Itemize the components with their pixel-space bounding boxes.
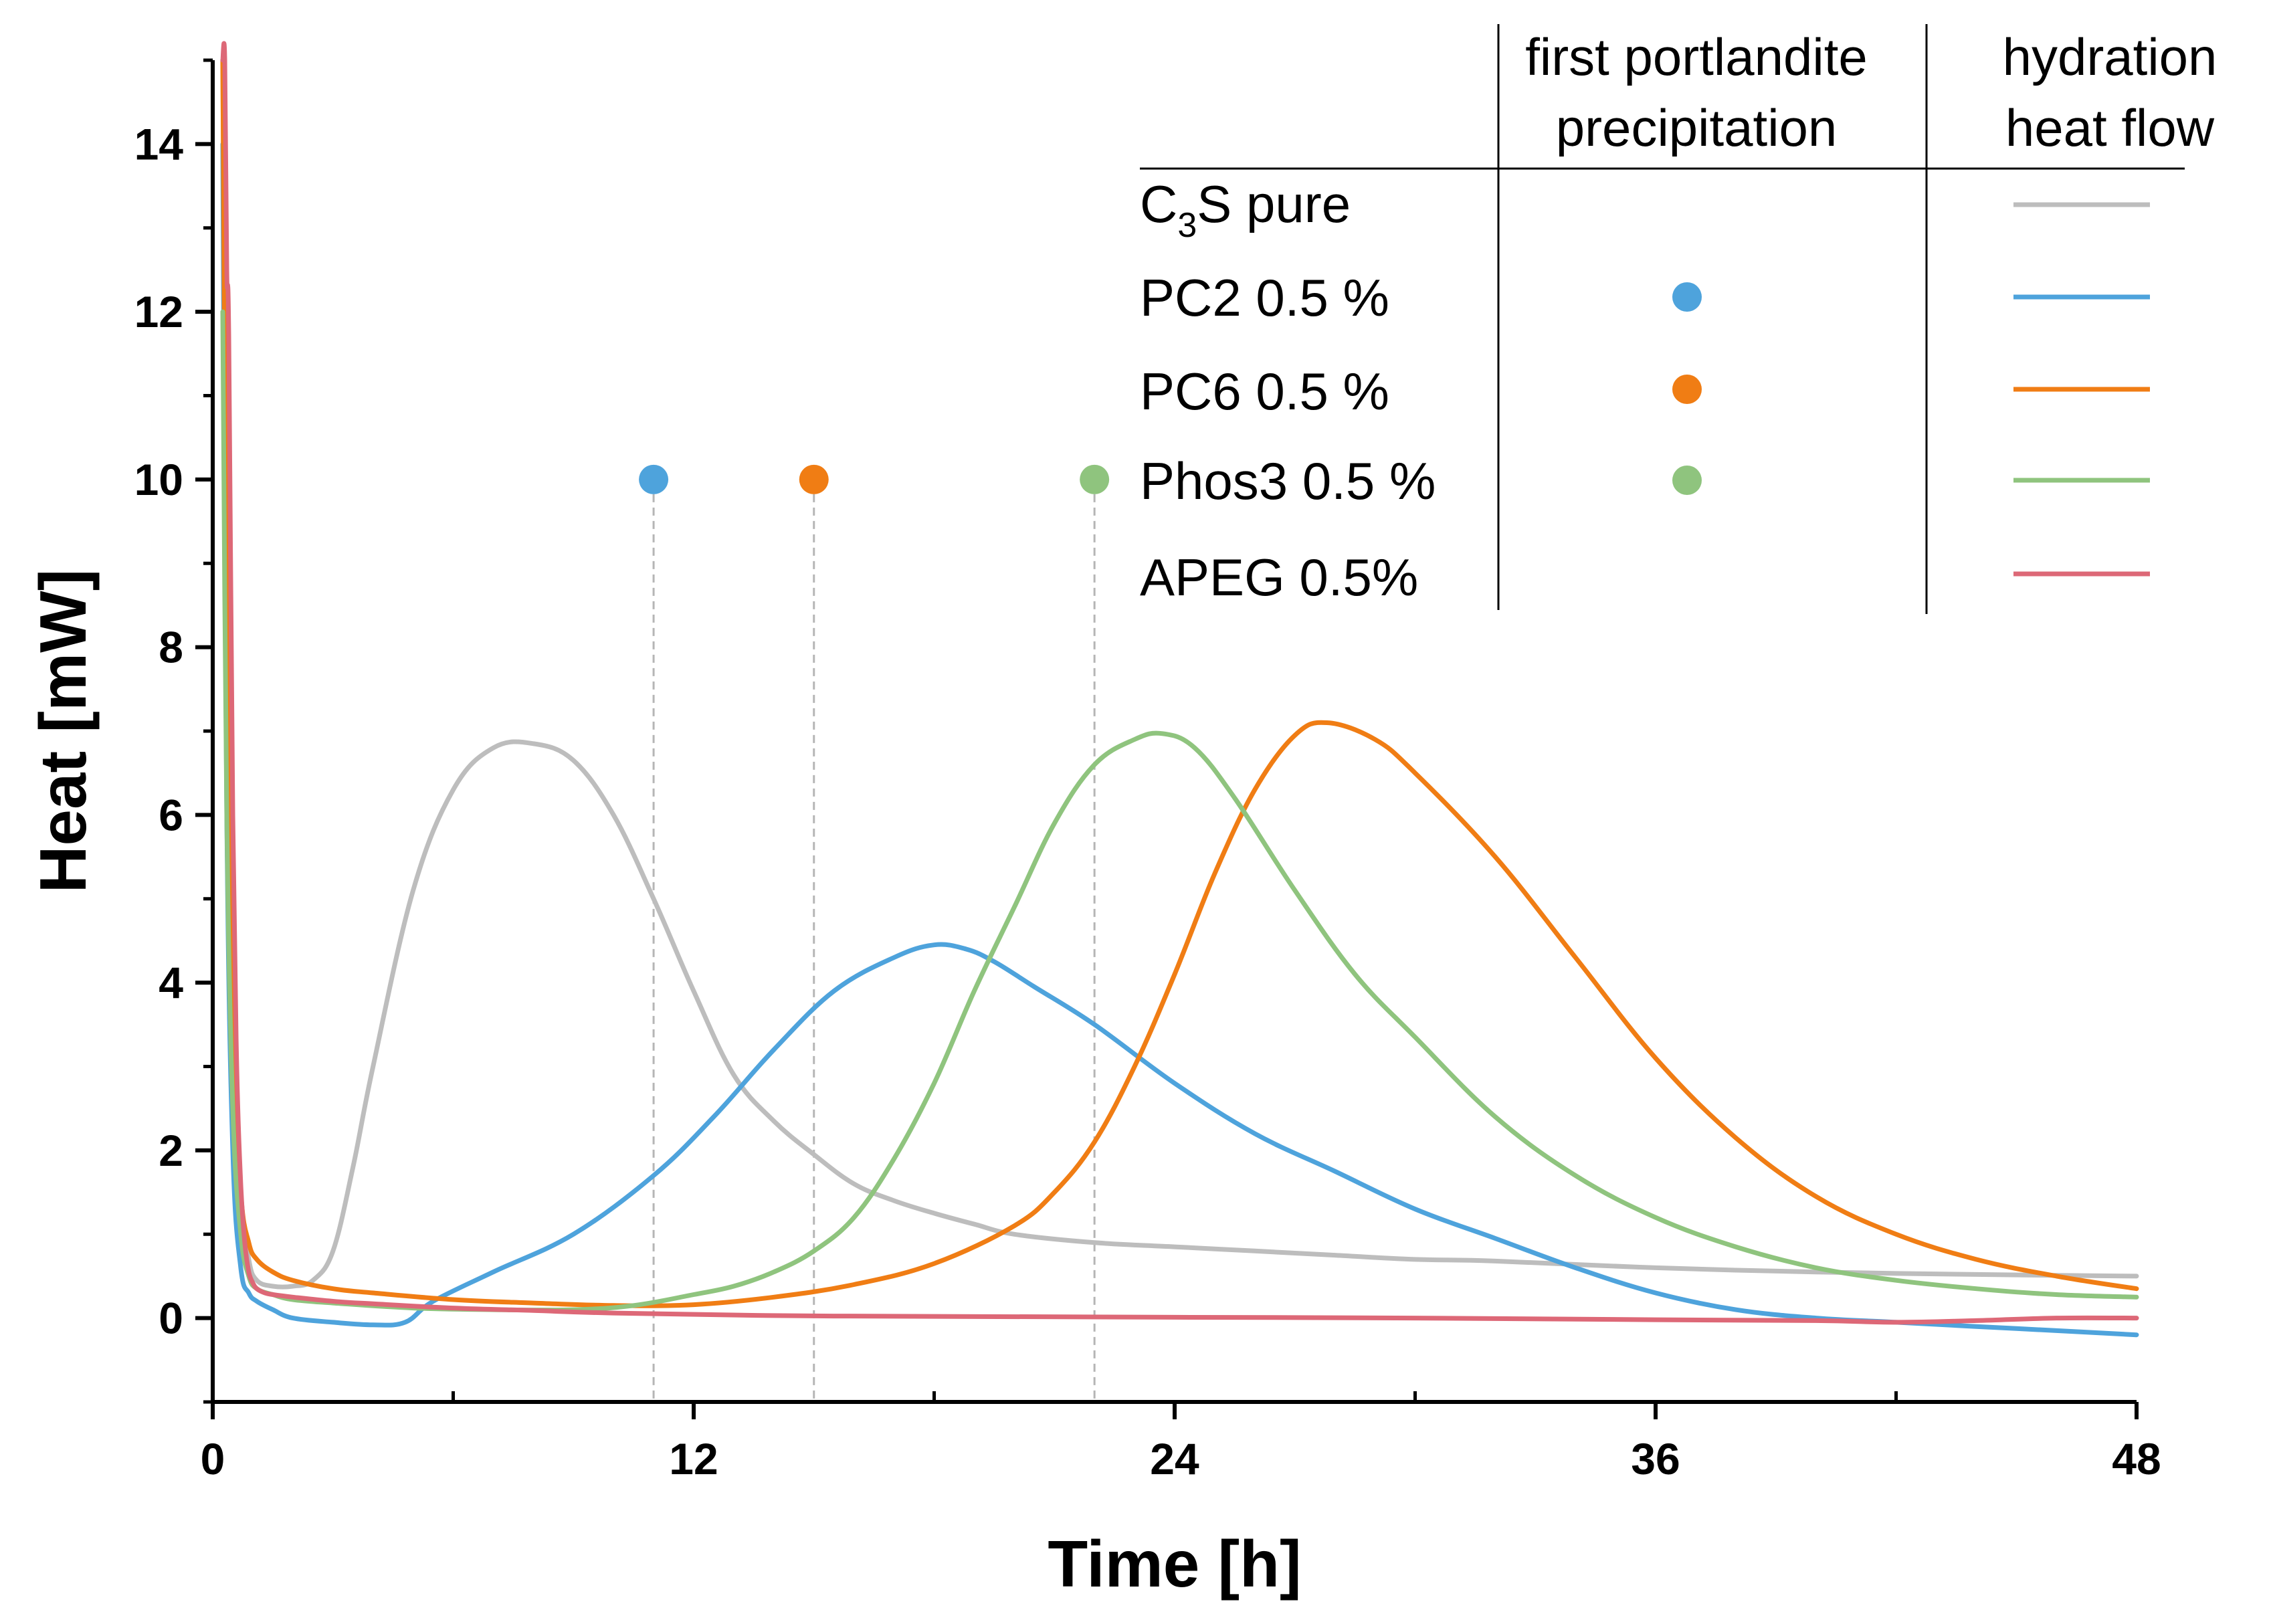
x-tick-label: 0 xyxy=(201,1434,225,1484)
y-tick-label: 4 xyxy=(159,958,183,1007)
y-tick-label: 8 xyxy=(159,623,183,672)
x-ticks: 0 12 24 36 48 xyxy=(201,1391,2161,1484)
y-tick-label: 2 xyxy=(159,1126,183,1175)
legend-label-pc2: PC2 0.5 % xyxy=(1140,268,1389,327)
y-ticks: 0 2 4 6 8 10 12 14 xyxy=(134,58,213,1404)
portlandite-markers xyxy=(639,464,1110,494)
x-tick-label: 12 xyxy=(669,1434,718,1484)
x-axis-title: Time [h] xyxy=(1048,1527,1301,1601)
legend-label-c3s-sub: 3 xyxy=(1177,206,1197,245)
series-line-apeg-0-5 xyxy=(220,41,2139,1325)
portlandite-marker xyxy=(639,464,669,494)
x-tick-label: 36 xyxy=(1631,1434,1680,1484)
portlandite-marker xyxy=(799,464,829,494)
y-axis-title: Heat [mW] xyxy=(26,569,100,894)
legend-header-portlandite-line2: precipitation xyxy=(1556,98,1838,157)
legend-label-c3s-pure: C3S pure xyxy=(1140,175,1351,245)
y-tick-label: 0 xyxy=(159,1294,183,1343)
legend-header-portlandite-line1: first portlandite xyxy=(1525,27,1868,86)
legend: first portlandite precipitation hydratio… xyxy=(1140,24,2217,614)
portlandite-dashed-lines xyxy=(652,494,1096,1402)
portlandite-marker xyxy=(1080,464,1110,494)
y-tick-label: 14 xyxy=(134,119,184,169)
y-tick-label: 6 xyxy=(159,790,183,839)
series-line-pc6-0-5 xyxy=(220,58,2139,1308)
legend-header-heatflow-line1: hydration xyxy=(2003,27,2217,86)
legend-swatches xyxy=(1672,202,2150,577)
legend-marker-swatch xyxy=(1672,375,1702,404)
legend-label-pc6: PC6 0.5 % xyxy=(1140,362,1389,421)
legend-label-phos3: Phos3 0.5 % xyxy=(1140,451,1436,510)
x-tick-label: 24 xyxy=(1150,1434,1199,1484)
x-tick-label: 48 xyxy=(2112,1434,2161,1484)
legend-label-c3s-main: C xyxy=(1140,175,1177,233)
legend-label-c3s-rest: S pure xyxy=(1197,175,1351,233)
legend-label-apeg: APEG 0.5% xyxy=(1140,548,1418,607)
y-tick-label: 10 xyxy=(134,455,183,504)
legend-marker-swatch xyxy=(1672,282,1702,312)
legend-marker-swatch xyxy=(1672,466,1702,495)
legend-header-heatflow-line2: heat flow xyxy=(2005,98,2215,157)
series-line-pc2-0-5 xyxy=(220,141,2139,1338)
series-lines xyxy=(220,41,2139,1338)
y-tick-label: 12 xyxy=(134,287,183,336)
